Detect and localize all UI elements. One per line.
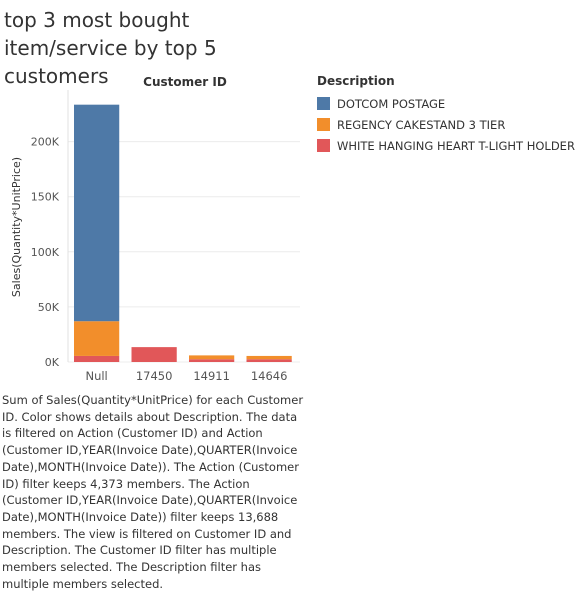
bar-segment xyxy=(189,359,235,362)
legend-item-white-hanging-heart[interactable]: WHITE HANGING HEART T-LIGHT HOLDER xyxy=(317,135,576,156)
y-tick-label: 200K xyxy=(31,136,60,149)
bar-segment xyxy=(189,355,235,360)
legend-label: DOTCOM POSTAGE xyxy=(337,96,446,111)
legend: Description DOTCOM POSTAGE REGENCY CAKES… xyxy=(317,74,576,156)
legend-item-regency-cakestand[interactable]: REGENCY CAKESTAND 3 TIER xyxy=(317,114,576,135)
y-tick-label: 100K xyxy=(31,246,60,259)
legend-swatch xyxy=(317,118,330,131)
bar-segment xyxy=(246,359,292,362)
legend-label: REGENCY CAKESTAND 3 TIER xyxy=(337,117,506,132)
bar-segment xyxy=(131,347,177,362)
y-axis-title: Sales(Quantity*UnitPrice) xyxy=(10,157,23,297)
bar-segment xyxy=(74,355,120,362)
legend-swatch xyxy=(317,97,330,110)
x-tick-label: 17450 xyxy=(136,369,173,383)
bar-chart: 0K 50K 100K 150K 200K Sales(Quantity*UnitPric… xyxy=(10,90,300,383)
y-tick-label: 150K xyxy=(31,191,60,204)
legend-swatch xyxy=(317,139,330,152)
legend-label: WHITE HANGING HEART T-LIGHT HOLDER xyxy=(337,138,575,153)
column-header: Customer ID xyxy=(143,75,227,89)
y-tick-label: 0K xyxy=(45,356,60,369)
legend-title: Description xyxy=(317,74,395,88)
x-tick-label: Null xyxy=(85,369,107,383)
chart-caption: Sum of Sales(Quantity*UnitPrice) for eac… xyxy=(2,393,304,591)
legend-item-dotcom-postage[interactable]: DOTCOM POSTAGE xyxy=(317,93,576,114)
x-tick-label: 14646 xyxy=(251,369,288,383)
bar-segment xyxy=(74,104,120,322)
chart-title: top 3 most bought item/service by top 5 … xyxy=(4,8,217,88)
y-tick-label: 50K xyxy=(38,301,60,314)
bar-segment xyxy=(74,321,120,356)
x-tick-label: 14911 xyxy=(193,369,230,383)
bar-segment xyxy=(246,355,292,360)
